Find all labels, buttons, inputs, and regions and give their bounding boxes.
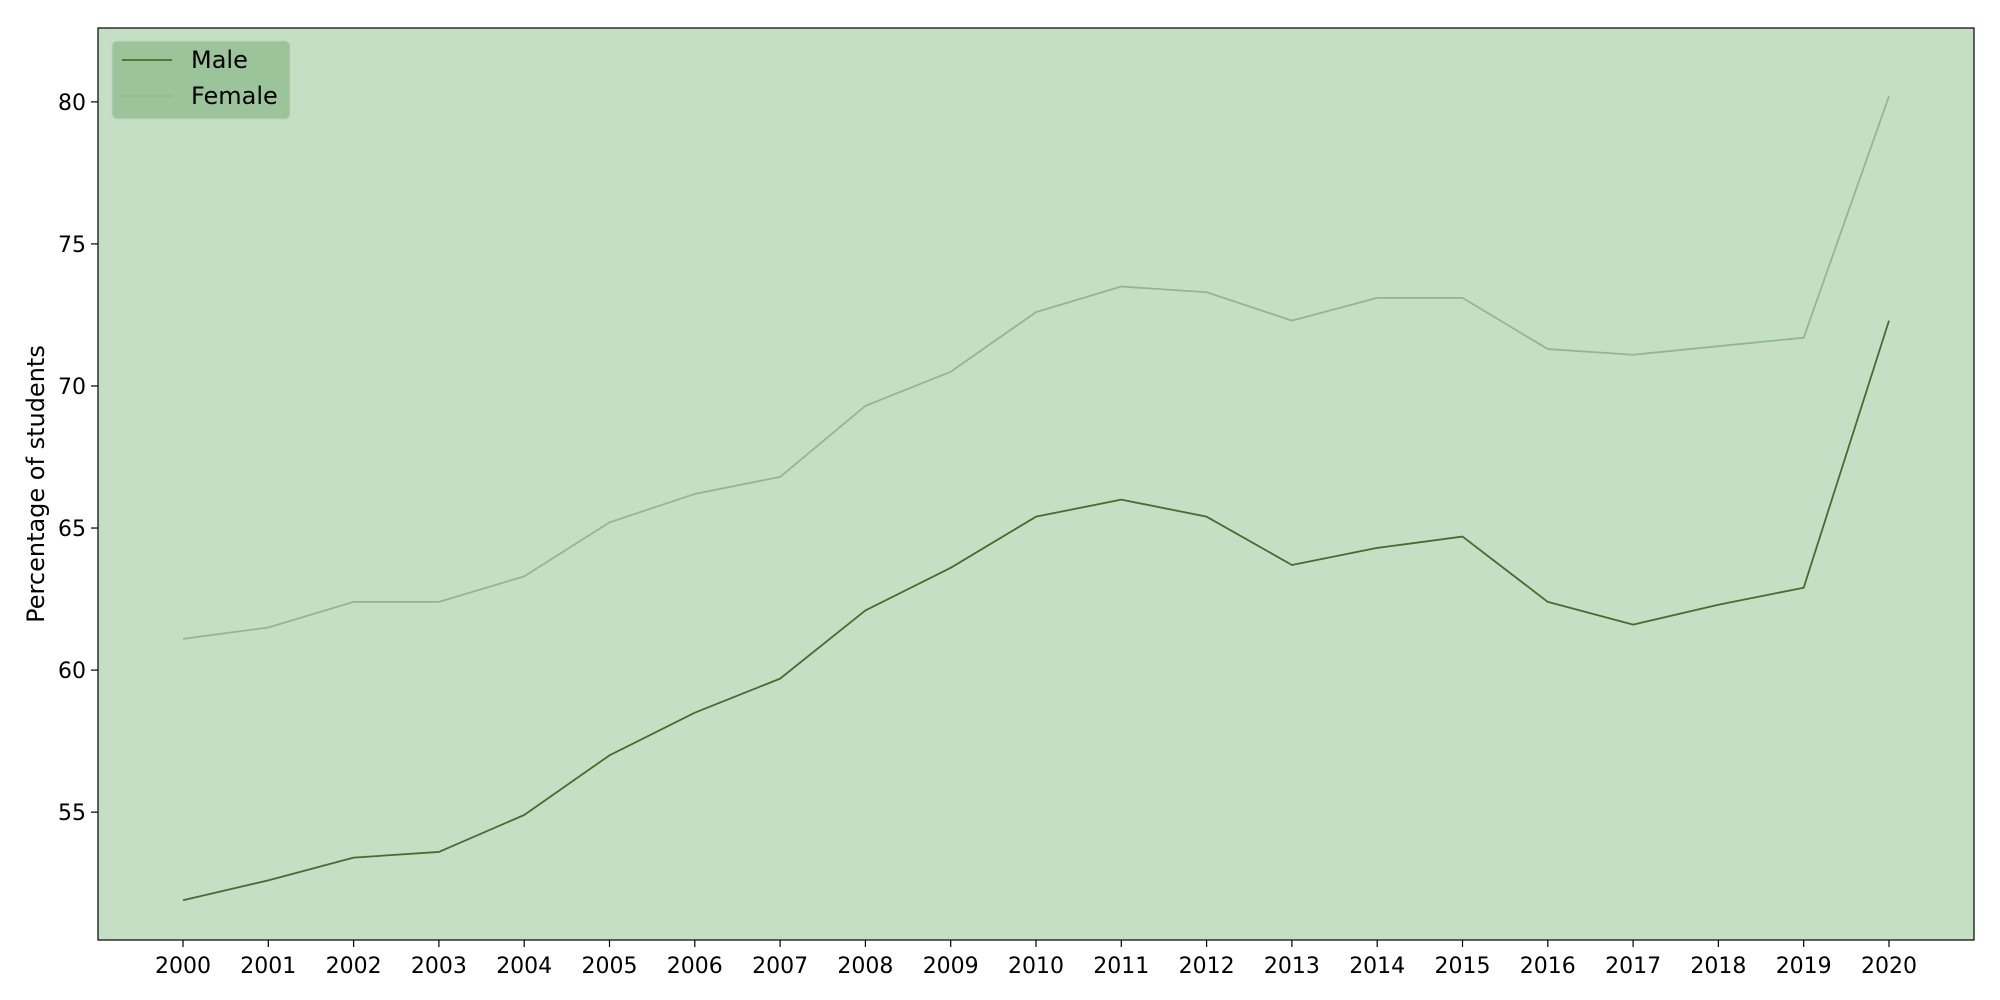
x-tick-label: 2008 bbox=[837, 954, 893, 979]
data-point-female bbox=[1375, 296, 1379, 300]
x-tick-label: 2004 bbox=[496, 954, 552, 979]
y-axis-ticks: 55 60 65 70 75 80 bbox=[58, 91, 98, 826]
data-point-male bbox=[863, 608, 867, 612]
x-tick-label: 2012 bbox=[1179, 954, 1235, 979]
data-point-male bbox=[1034, 515, 1038, 519]
x-tick-label: 2020 bbox=[1861, 954, 1917, 979]
x-axis-ticks: 2000 2001 2002 2003 2004 2005 2006 2007 2008 2009… bbox=[155, 940, 1917, 979]
data-point-female bbox=[693, 492, 697, 496]
y-tick-label: 60 bbox=[58, 659, 86, 684]
data-point-male bbox=[1887, 319, 1891, 323]
data-point-male bbox=[1205, 515, 1209, 519]
x-tick-label: 2001 bbox=[240, 954, 296, 979]
data-point-female bbox=[1887, 94, 1891, 98]
data-point-male bbox=[1290, 563, 1294, 567]
data-point-male bbox=[1716, 603, 1720, 607]
data-point-male bbox=[1461, 535, 1465, 539]
x-tick-label: 2006 bbox=[667, 954, 723, 979]
data-point-female bbox=[778, 475, 782, 479]
data-point-male bbox=[778, 677, 782, 681]
series-line-male bbox=[182, 320, 1890, 902]
y-tick-label: 70 bbox=[58, 375, 86, 400]
data-point-male bbox=[437, 850, 441, 854]
data-point-male bbox=[1802, 586, 1806, 590]
series-layer bbox=[181, 94, 1891, 902]
data-point-female bbox=[522, 574, 526, 578]
data-point-female bbox=[1461, 296, 1465, 300]
data-point-female bbox=[1716, 344, 1720, 348]
data-point-female bbox=[1205, 290, 1209, 294]
data-point-female bbox=[266, 625, 270, 629]
x-tick-label: 2017 bbox=[1605, 954, 1661, 979]
legend-label-female: Female bbox=[191, 82, 278, 110]
data-point-female bbox=[1802, 336, 1806, 340]
x-tick-label: 2010 bbox=[1008, 954, 1064, 979]
data-point-male bbox=[352, 856, 356, 860]
data-point-male bbox=[1631, 623, 1635, 627]
y-tick-label: 55 bbox=[58, 801, 86, 826]
x-tick-label: 2007 bbox=[752, 954, 808, 979]
data-point-male bbox=[1375, 546, 1379, 550]
data-point-male bbox=[522, 813, 526, 817]
x-tick-label: 2002 bbox=[326, 954, 382, 979]
data-point-female bbox=[608, 520, 612, 524]
data-point-male bbox=[181, 898, 185, 902]
x-tick-label: 2003 bbox=[411, 954, 467, 979]
series-line-female bbox=[182, 95, 1890, 640]
data-point-female bbox=[1546, 347, 1550, 351]
x-tick-label: 2019 bbox=[1776, 954, 1832, 979]
x-tick-label: 2014 bbox=[1349, 954, 1405, 979]
data-point-female bbox=[863, 404, 867, 408]
data-point-female bbox=[1034, 310, 1038, 314]
data-point-male bbox=[949, 566, 953, 570]
legend-label-male: Male bbox=[191, 46, 248, 74]
data-point-female bbox=[1119, 285, 1123, 289]
plot-area bbox=[97, 27, 1975, 941]
data-point-male bbox=[1546, 600, 1550, 604]
y-tick-label: 75 bbox=[58, 233, 86, 258]
data-point-male bbox=[693, 711, 697, 715]
data-point-female bbox=[437, 600, 441, 604]
data-point-female bbox=[949, 370, 953, 374]
data-point-female bbox=[181, 637, 185, 641]
y-tick-label: 80 bbox=[58, 91, 86, 116]
x-tick-label: 2016 bbox=[1520, 954, 1576, 979]
legend: Male Female bbox=[111, 40, 291, 120]
x-tick-label: 2005 bbox=[582, 954, 638, 979]
x-tick-label: 2018 bbox=[1690, 954, 1746, 979]
data-point-female bbox=[352, 600, 356, 604]
data-point-female bbox=[1290, 319, 1294, 323]
y-axis-label: Percentage of students bbox=[22, 345, 50, 623]
x-tick-label: 2015 bbox=[1435, 954, 1491, 979]
data-point-female bbox=[1631, 353, 1635, 357]
x-tick-label: 2000 bbox=[155, 954, 211, 979]
data-point-male bbox=[608, 753, 612, 757]
x-tick-label: 2009 bbox=[923, 954, 979, 979]
data-point-male bbox=[1119, 498, 1123, 502]
x-tick-label: 2013 bbox=[1264, 954, 1320, 979]
x-tick-label: 2011 bbox=[1093, 954, 1149, 979]
data-point-male bbox=[266, 878, 270, 882]
y-tick-label: 65 bbox=[58, 517, 86, 542]
